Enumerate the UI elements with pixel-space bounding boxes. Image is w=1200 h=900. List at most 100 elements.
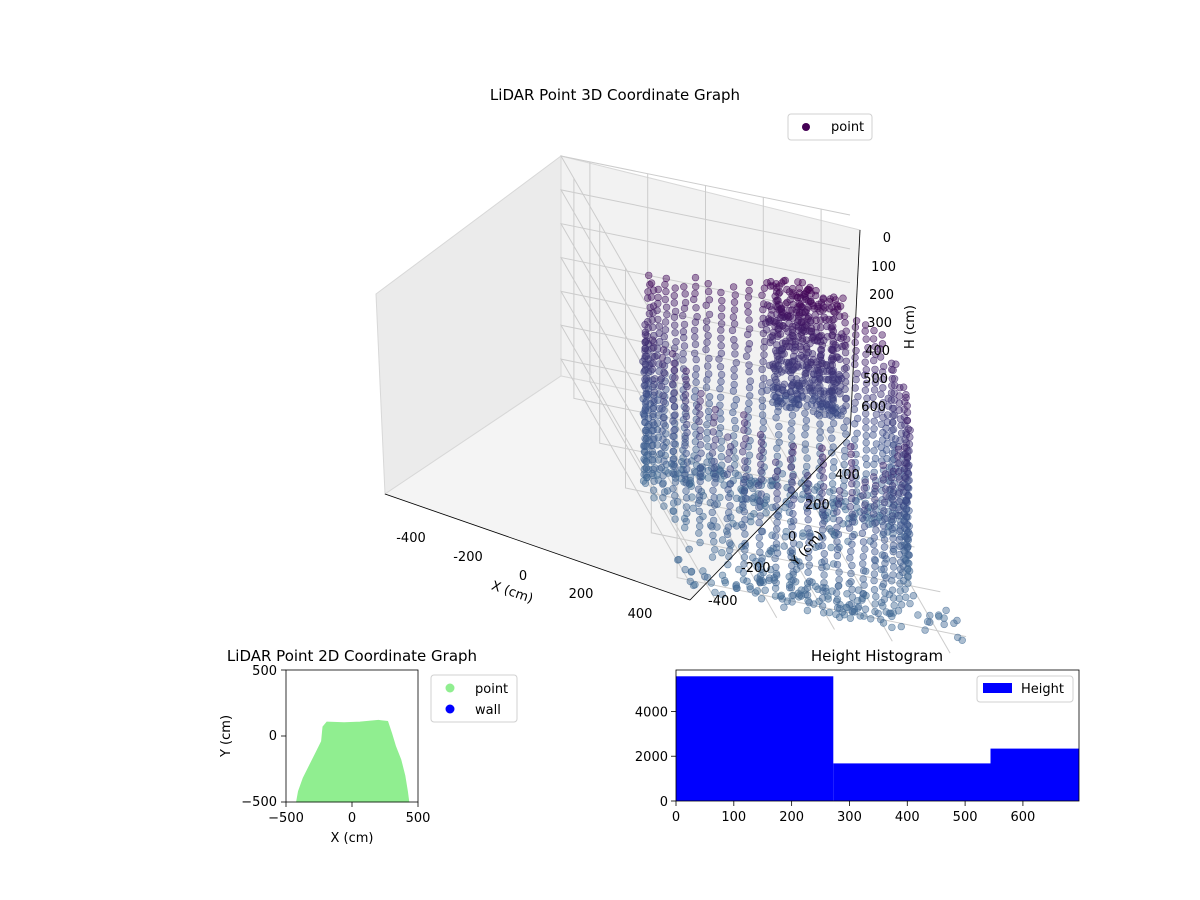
data-point [894, 459, 902, 468]
data-point [818, 594, 827, 602]
y2d-axis-label: Y (cm) [219, 715, 234, 758]
data-point [771, 393, 780, 401]
data-point [889, 404, 898, 412]
data-point [710, 413, 718, 421]
data-point [741, 464, 749, 472]
data-point [829, 376, 837, 384]
x3d-tick-label: 0 [519, 569, 527, 584]
data-point [856, 612, 864, 620]
data-point [671, 307, 680, 316]
data-point [819, 294, 827, 302]
data-point [813, 364, 822, 372]
data-point [785, 306, 793, 315]
gridline-y [625, 268, 915, 548]
data-point [879, 521, 888, 530]
data-point [880, 536, 889, 544]
data-point [649, 323, 657, 331]
y2d-tick-label: 500 [252, 664, 277, 679]
data-point [759, 329, 768, 338]
data-point [755, 518, 763, 527]
data-point [758, 381, 767, 390]
data-point [755, 533, 763, 542]
data-point [833, 538, 841, 546]
data-point [659, 397, 668, 406]
data-point [709, 486, 717, 495]
data-point [773, 549, 782, 557]
data-point [869, 510, 878, 518]
gridline-h [560, 222, 851, 448]
data-point [682, 517, 690, 526]
data-point [766, 338, 774, 347]
data-point [835, 575, 843, 584]
data-point [762, 509, 770, 517]
data-point [862, 335, 870, 343]
data-point [786, 403, 794, 412]
data-point [818, 467, 826, 475]
histogram-title: Height Histogram [811, 647, 943, 665]
data-point [759, 358, 767, 366]
data-point [800, 290, 808, 299]
data-point [645, 310, 654, 318]
data-point [658, 353, 667, 362]
data-point [815, 333, 823, 341]
data-point [756, 431, 765, 439]
data-point [892, 360, 900, 368]
data-point [695, 529, 703, 537]
data-point [731, 454, 739, 462]
data-point [840, 461, 848, 469]
data-point [702, 301, 710, 309]
data-point [858, 514, 867, 522]
data-point [669, 499, 678, 507]
data-point [757, 475, 766, 483]
data-point [681, 442, 689, 450]
legend-3d-label: point [831, 120, 864, 135]
data-point [642, 352, 650, 360]
data-point [753, 562, 761, 571]
data-point [895, 550, 904, 559]
data-point [697, 449, 705, 457]
data-point [879, 413, 887, 421]
data-point [669, 507, 677, 515]
data-point [717, 326, 725, 334]
data-point [710, 457, 718, 466]
data-point [803, 591, 812, 599]
data-point [758, 403, 767, 411]
data-point [772, 563, 780, 571]
data-point [672, 338, 680, 346]
data-point [725, 546, 734, 554]
data-point [852, 375, 860, 384]
data-point [689, 504, 697, 512]
data-point [785, 583, 794, 592]
data-point [691, 318, 700, 326]
data-point [687, 457, 696, 465]
data-point [746, 582, 754, 591]
data-point [709, 516, 718, 525]
data-point [710, 442, 718, 450]
data-point [773, 495, 781, 503]
data-point [648, 336, 657, 344]
data-point [641, 434, 649, 443]
data-point [862, 379, 871, 387]
data-point [744, 308, 752, 316]
data-point [743, 330, 752, 339]
data-point [747, 517, 755, 526]
data-point [861, 321, 870, 329]
data-point [783, 285, 791, 294]
data-point [833, 508, 841, 516]
data-point [771, 532, 780, 541]
data-point [899, 480, 907, 488]
data-point [726, 465, 734, 473]
data-point [711, 588, 719, 597]
data-point [746, 377, 755, 385]
data-point [860, 612, 868, 620]
data-point [896, 565, 905, 573]
data-point [852, 317, 861, 325]
data-point [757, 467, 765, 475]
chart-2d-title: LiDAR Point 2D Coordinate Graph [227, 647, 477, 665]
data-point [717, 444, 725, 453]
data-point [673, 498, 682, 506]
data-point [788, 411, 797, 419]
data-point [760, 337, 769, 346]
data-point [724, 560, 732, 569]
legend-2d-marker-point [445, 683, 455, 693]
